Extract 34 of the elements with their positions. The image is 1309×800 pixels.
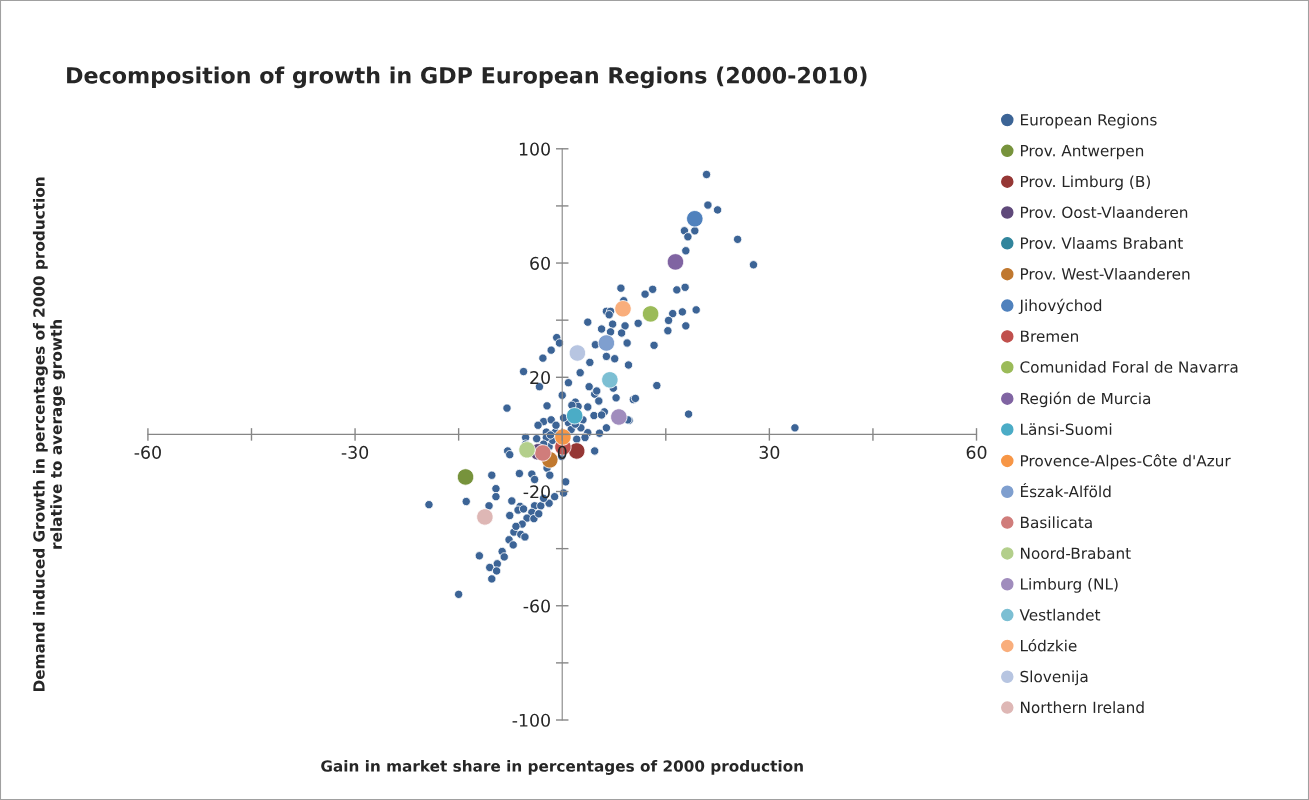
legend-label: Vestlandet	[1019, 608, 1101, 621]
legend-label: Lódzkie	[1021, 639, 1077, 652]
legend-label: Jihovýchod	[1018, 298, 1102, 315]
x-tick-label: -60	[134, 445, 161, 459]
legend-label: Länsi-Suomi	[1021, 423, 1112, 436]
legend-label: Limburg (NL)	[1021, 578, 1118, 593]
legend-label: Prov. Limburg (B)	[1021, 175, 1150, 191]
y-tick-label: 20	[530, 370, 550, 385]
legend-label: Slovenija	[1020, 670, 1088, 686]
legend-label: Basilicata	[1021, 516, 1092, 529]
legend-label: Észak-Alföld	[1021, 482, 1111, 498]
x-tick-label: 60	[966, 445, 987, 459]
x-tick-label: 30	[759, 445, 780, 459]
legend-label: European Regions	[1021, 113, 1157, 129]
y-axis-title: Demand induced Growth in percentages of 2000 production relative to average growth	[32, 177, 66, 692]
y-tick-label: 100	[519, 142, 550, 156]
legend-label: Comunidad Foral de Navarra	[1020, 360, 1238, 373]
legend-label: Northern Ireland	[1021, 701, 1144, 714]
legend-label: Prov. Oost-Vlaanderen	[1021, 206, 1188, 219]
legend-label: Noord-Brabant	[1021, 547, 1131, 559]
chart-title: Decomposition of growth in GDP European Regions (2000-2010)	[67, 66, 867, 89]
legend-label: Bremen	[1021, 330, 1078, 342]
legend-label: Prov. West-Vlaanderen	[1021, 267, 1190, 280]
x-axis-title: Gain in market share in percentages of 2000 production	[321, 759, 803, 775]
point	[518, 441, 536, 459]
legend-label: Provence-Alpes-Côte d'Azur	[1021, 454, 1231, 470]
x-tick-label: -30	[341, 445, 369, 459]
legend-label: Prov. Antwerpen	[1021, 145, 1144, 160]
legend-label: Región de Murcia	[1021, 391, 1151, 408]
y-tick-label: -100	[512, 713, 550, 727]
legend-label: Prov. Vlaams Brabant	[1021, 237, 1183, 249]
y-tick-label: 60	[530, 256, 550, 270]
y-tick-label: -20	[523, 485, 550, 499]
y-tick-label: -60	[523, 599, 550, 613]
